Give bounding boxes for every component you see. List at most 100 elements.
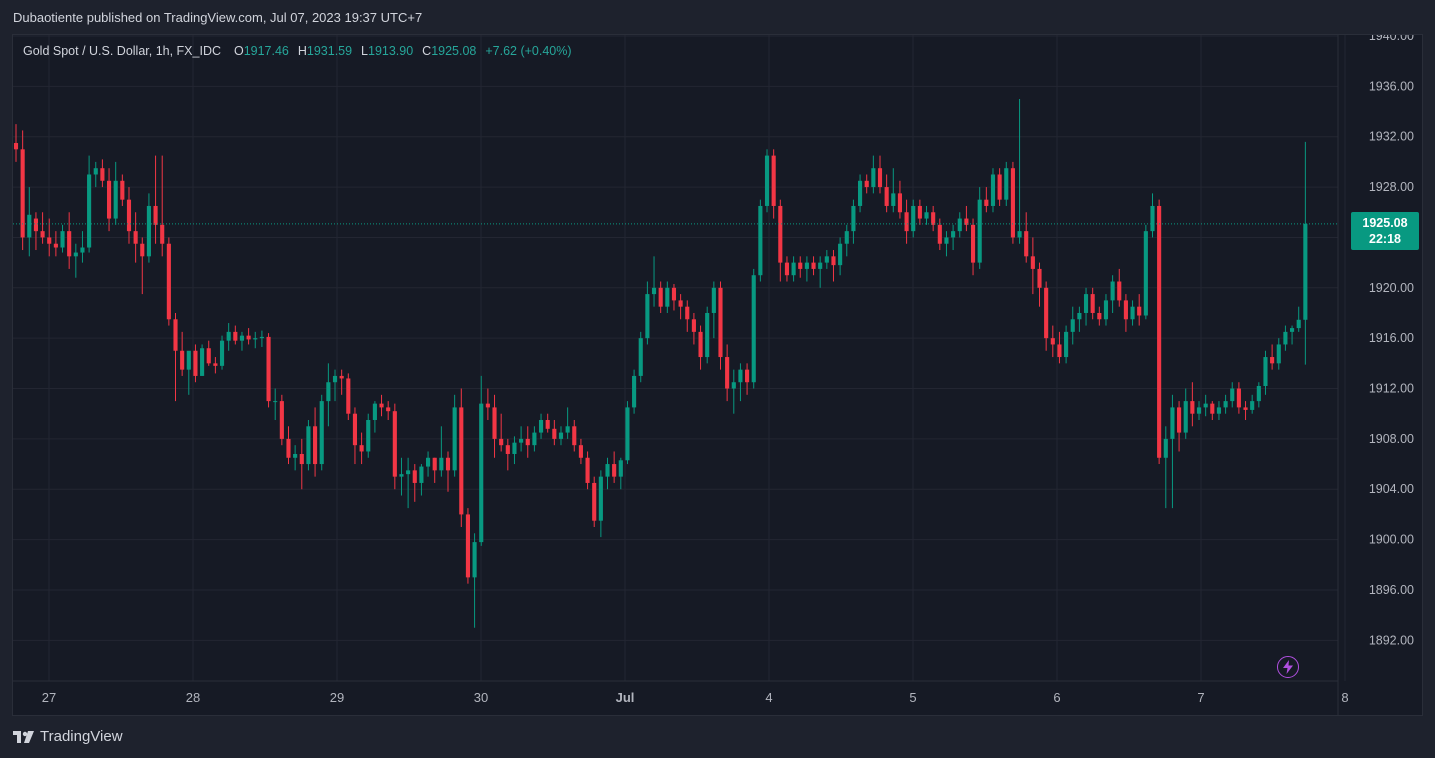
candle-body <box>100 168 105 181</box>
candle-body <box>944 237 949 244</box>
candle-body <box>392 411 397 477</box>
candle-body <box>1216 407 1222 414</box>
candle-body <box>685 306 690 320</box>
symbol-legend: Gold Spot / U.S. Dollar, 1h, FX_IDC O191… <box>23 44 572 58</box>
candle-body <box>326 382 331 402</box>
x-tick-label: Jul <box>616 690 635 705</box>
candle-body <box>990 174 996 206</box>
candle-body <box>459 407 464 515</box>
candle-body <box>632 375 637 408</box>
candle-body <box>751 275 756 383</box>
candle-body <box>791 262 796 276</box>
last-price-value: 1925.08 <box>1362 216 1408 230</box>
candle-body <box>246 335 251 340</box>
candle-body <box>1004 168 1009 200</box>
candle-body <box>784 262 790 276</box>
candle-body <box>93 168 98 175</box>
candle-body <box>1296 319 1301 329</box>
candle-body <box>771 155 776 206</box>
candle-body <box>299 453 304 465</box>
y-tick-label: 1900.00 <box>1369 533 1414 547</box>
legend-symbol: Gold Spot / U.S. Dollar, 1h, FX_IDC <box>23 44 221 58</box>
candle-body <box>937 224 942 244</box>
candle-body <box>891 193 896 206</box>
candle-body <box>698 331 703 358</box>
x-tick-label: 4 <box>765 690 772 705</box>
candle-body <box>253 338 258 340</box>
candle-body <box>33 218 38 232</box>
candle-body <box>904 212 909 232</box>
candle-body <box>1050 338 1055 345</box>
candle-body <box>911 205 916 232</box>
candle-body <box>612 464 617 477</box>
candle-body <box>452 407 457 471</box>
candle-body <box>1110 281 1115 301</box>
candle-body <box>359 445 364 452</box>
candle-body <box>1137 306 1142 316</box>
lightning-glyph <box>1283 660 1293 674</box>
x-tick-label: 7 <box>1197 690 1204 705</box>
candle-body <box>578 445 583 458</box>
candle-body <box>439 457 444 471</box>
candle-body <box>1010 168 1015 238</box>
candle-body <box>552 428 557 439</box>
candle-body <box>73 252 78 257</box>
candle-body <box>27 214 32 238</box>
candle-body <box>412 470 417 483</box>
candle-body <box>186 350 191 370</box>
candle-body <box>346 378 351 414</box>
candle-body <box>266 336 271 402</box>
candle-body <box>538 419 544 433</box>
candle-body <box>113 180 118 219</box>
chart-pane[interactable]: 1940.001936.001932.001928.001924.001920.… <box>12 34 1423 716</box>
candle-body <box>1117 281 1122 301</box>
candle-body <box>997 174 1002 200</box>
candle-body <box>512 442 517 454</box>
candle-body <box>1190 401 1195 414</box>
brand-name: TradingView <box>40 728 123 745</box>
candle-body <box>1097 312 1102 320</box>
y-tick-label: 1904.00 <box>1369 482 1414 496</box>
candle-body <box>426 457 431 467</box>
tradingview-brand[interactable]: TradingView <box>13 728 123 745</box>
legend-close-label: C <box>422 44 432 58</box>
candle-body <box>884 187 889 206</box>
candle-body <box>618 460 623 477</box>
candle-body <box>1064 331 1069 358</box>
candle-body <box>1070 319 1075 332</box>
candle-body <box>1170 407 1175 439</box>
candle-body <box>106 180 112 219</box>
y-tick-label: 1936.00 <box>1369 79 1414 93</box>
candle-body <box>718 287 723 358</box>
candle-body <box>166 243 171 320</box>
candle-body <box>1157 205 1162 458</box>
x-tick-label: 28 <box>186 690 200 705</box>
legend-high-label: H <box>297 44 307 58</box>
legend-high-value: 1931.59 <box>306 44 353 58</box>
candle-body <box>1024 231 1029 257</box>
y-tick-label: 1920.00 <box>1369 281 1414 295</box>
candle-body <box>20 149 25 238</box>
x-tick-label: 8 <box>1341 690 1348 705</box>
candle-body <box>160 224 165 244</box>
y-tick-label: 1932.00 <box>1369 130 1414 144</box>
candle-body <box>352 413 358 446</box>
candle-body <box>924 212 929 219</box>
candle-body <box>445 457 451 471</box>
candlestick-chart[interactable]: 1940.001936.001932.001928.001924.001920.… <box>13 35 1422 715</box>
candle-body <box>1083 294 1089 313</box>
top-bar: Dubaotiente published on TradingView.com… <box>0 0 1435 34</box>
candle-body <box>897 193 902 213</box>
candle-body <box>957 218 962 232</box>
candle-body <box>598 476 603 521</box>
candle-body <box>406 470 411 475</box>
candle-body <box>1210 403 1215 414</box>
candle-body <box>259 336 264 339</box>
candle-body <box>1077 312 1082 320</box>
candle-body <box>671 287 677 301</box>
candle-body <box>532 432 537 446</box>
candle-body <box>233 331 238 341</box>
candle-body <box>1270 357 1275 364</box>
lightning-icon[interactable] <box>1277 656 1299 678</box>
candle-body <box>80 247 85 253</box>
